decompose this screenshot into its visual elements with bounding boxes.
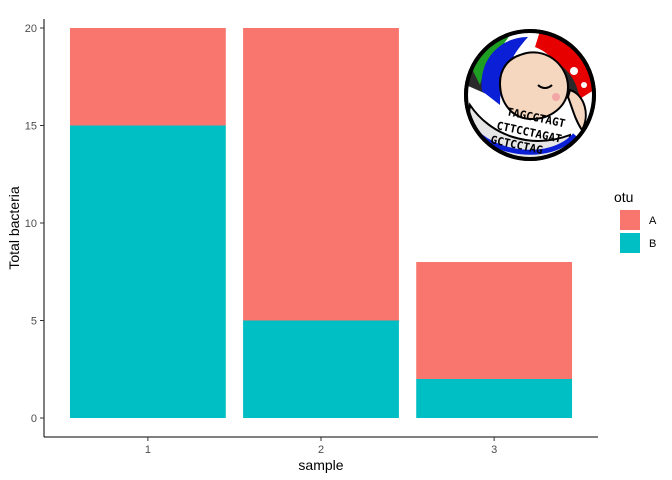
bars-layer [69,28,573,418]
y-tick-label: 15 [25,121,37,133]
bar-sample-1-otu-A [69,28,226,126]
y-ticks: 0 5 10 15 20 [25,23,44,425]
legend-label-A: A [649,215,657,227]
bar-sample-3-otu-A [416,262,573,379]
legend-swatch-B [620,233,640,253]
dna-sequence-mascot-logo: TAGCGTAGT CTTCCTAGAT GCTCCTAG [464,29,596,161]
y-tick-label: 20 [25,23,37,35]
x-tick-label: 3 [491,444,497,456]
legend-swatch-A [620,210,640,230]
x-tick-label: 2 [318,444,324,456]
x-tick-label: 1 [145,444,151,456]
bar-sample-1-otu-B [69,125,226,418]
x-ticks: 1 2 3 [145,437,497,456]
y-tick-label: 5 [31,316,37,328]
legend-title: otu [614,189,633,205]
legend-label-B: B [649,238,656,250]
bar-sample-2-otu-B [243,320,399,418]
bar-sample-2-otu-A [243,28,399,321]
bar-sample-3-otu-B [416,379,573,418]
y-tick-label: 10 [25,218,37,230]
y-axis-title: Total bacteria [6,186,22,269]
legend: otu AB [614,189,657,253]
y-tick-label: 0 [31,413,37,425]
x-axis-title: sample [298,457,343,473]
